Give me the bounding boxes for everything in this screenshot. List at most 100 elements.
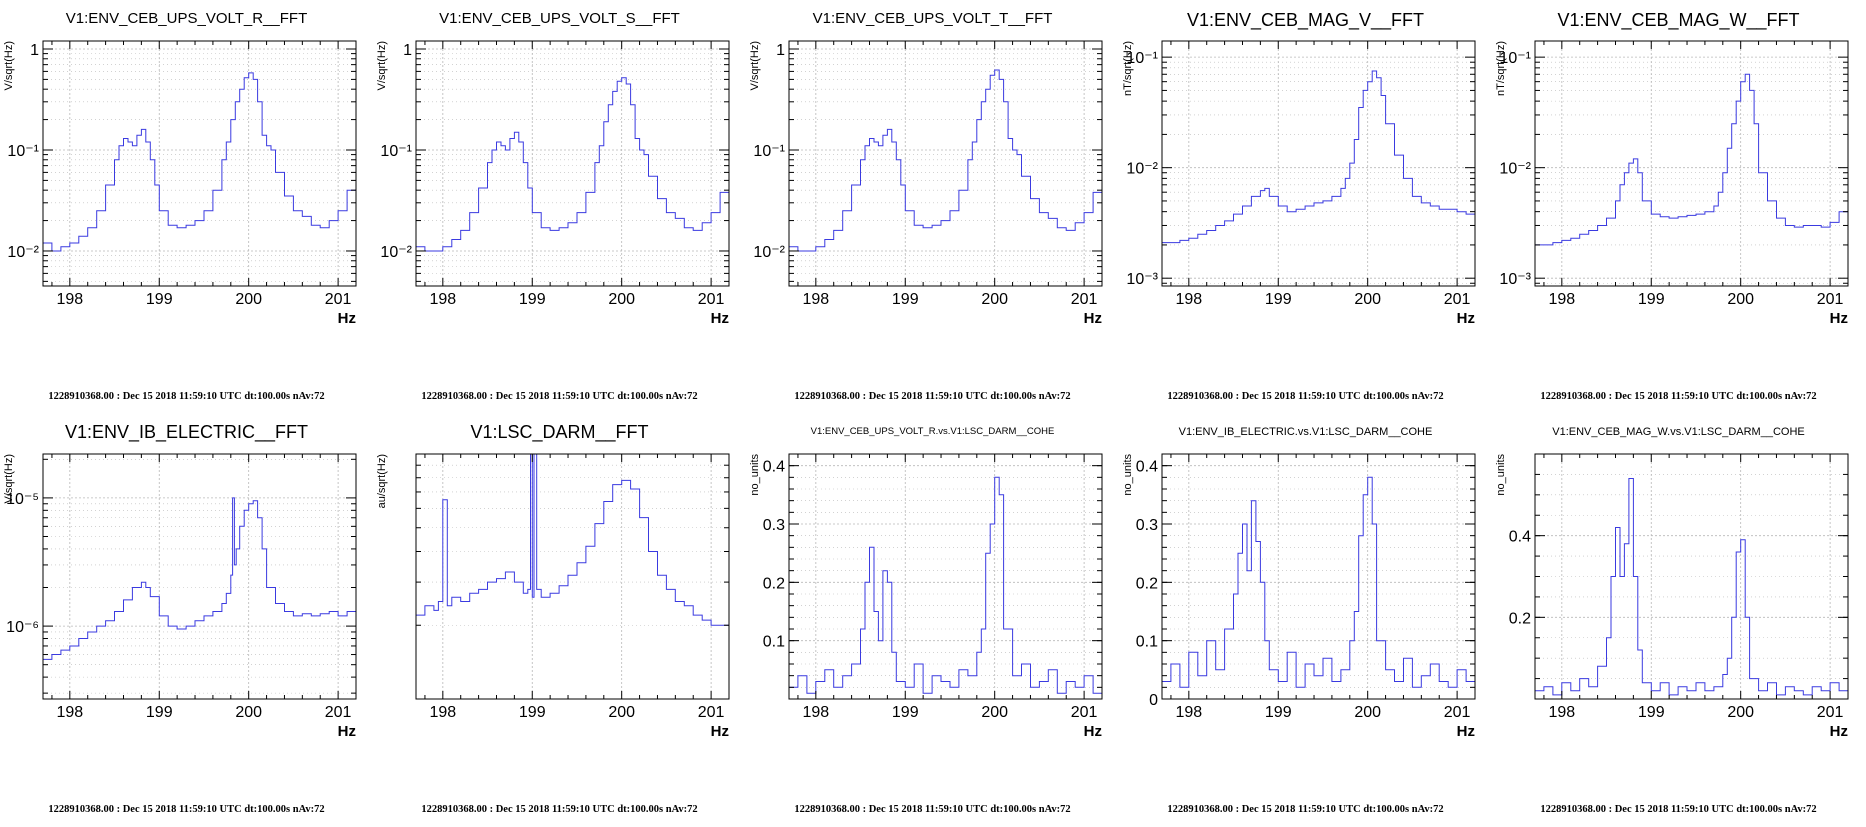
x-tick-label: 200 [1354, 291, 1381, 308]
y-tick-label: 0.1 [763, 634, 785, 651]
y-tick-label: 10⁻² [7, 244, 39, 261]
grid [789, 41, 1102, 286]
chart-title: V1:ENV_CEB_UPS_VOLT_S__FFT [439, 10, 680, 27]
grid [43, 41, 356, 286]
chart-title: V1:ENV_CEB_UPS_VOLT_T__FFT [812, 10, 1053, 27]
x-tick-label: 198 [429, 291, 456, 308]
chart-footer: 1228910368.00 : Dec 15 2018 11:59:10 UTC… [1540, 391, 1817, 402]
y-tick-label: 10⁻² [380, 244, 412, 261]
series-line [416, 454, 729, 631]
grid [1162, 454, 1475, 700]
chart-plot: 198 199 200 201 10⁻³ 10⁻² 10⁻¹ Hz nT/sqrt(Hz) [1122, 40, 1476, 327]
x-tick-label: 201 [1444, 291, 1471, 308]
y-tick-label: 10⁻¹ [753, 143, 785, 160]
grid [789, 454, 1102, 699]
x-tick-label: 198 [802, 291, 829, 308]
series-line [1535, 73, 1848, 246]
y-tick-label: 0.2 [1509, 610, 1531, 627]
chart-title: V1:ENV_CEB_MAG_V__FFT [1186, 10, 1425, 30]
y-tick-label: 0.4 [1509, 529, 1531, 546]
y-axis-label: nT/sqrt(Hz) [1495, 41, 1507, 96]
x-axis-label: Hz [1830, 723, 1848, 740]
x-tick-label: 201 [698, 704, 725, 721]
chart-panel: V1:ENV_CEB_UPS_VOLT_R__FFT 198 199 200 201 10… [0, 0, 373, 413]
x-tick-label: 201 [1071, 291, 1098, 308]
x-axis-label: Hz [711, 310, 729, 327]
grid [416, 41, 729, 286]
y-axis-label: no_units [1495, 454, 1507, 496]
x-tick-label: 199 [146, 291, 173, 308]
chart-panel: V1:ENV_IB_ELECTRIC__FFT 198 199 200 201 10⁻⁶ 1… [0, 413, 373, 826]
chart-plot: 198 199 200 201 10⁻² 10⁻¹ 1 Hz V/sqrt(Hz) [376, 40, 730, 327]
y-tick-label: 10⁻¹ [7, 143, 39, 160]
chart-plot: 198 199 200 201 0.2 0.4 Hz no_units [1495, 453, 1849, 740]
y-tick-label: 0.4 [763, 459, 785, 476]
x-tick-label: 201 [325, 291, 352, 308]
x-tick-label: 198 [429, 704, 456, 721]
y-axis-label: V/sqrt(Hz) [376, 41, 388, 91]
series-line [789, 476, 1102, 694]
chart-footer: 1228910368.00 : Dec 15 2018 11:59:10 UTC… [48, 804, 325, 815]
y-tick-label: 10⁻² [753, 244, 785, 261]
chart-panel: V1:ENV_CEB_MAG_W__FFT 198 199 200 201 10⁻³ 10⁻… [1492, 0, 1865, 413]
y-tick-label: 1 [403, 42, 412, 59]
grid [1162, 41, 1475, 286]
x-axis-label: Hz [1457, 723, 1475, 740]
y-tick-label: 1 [776, 42, 785, 59]
chart-title: V1:ENV_CEB_MAG_W__FFT [1557, 10, 1800, 30]
plot-frame [1161, 40, 1476, 287]
x-tick-label: 199 [892, 291, 919, 308]
grid [442, 454, 712, 699]
x-tick-label: 200 [1354, 704, 1381, 721]
x-tick-label: 200 [981, 291, 1008, 308]
x-tick-label: 200 [1727, 291, 1754, 308]
grid [1535, 41, 1848, 286]
y-axis-label: V/sqrt(Hz) [3, 454, 15, 504]
plot-frame [42, 40, 357, 287]
chart-panel: V1:ENV_CEB_UPS_VOLT_T__FFT 198 199 200 201 10… [746, 0, 1119, 413]
y-tick-label: 0.3 [763, 517, 785, 534]
chart-footer: 1228910368.00 : Dec 15 2018 11:59:10 UTC… [794, 804, 1071, 815]
plot-frame [415, 40, 730, 287]
chart-title: V1:ENV_IB_ELECTRIC.vs.V1:LSC_DARM__COHE [1178, 426, 1433, 438]
x-tick-label: 199 [146, 704, 173, 721]
x-tick-label: 198 [1548, 291, 1575, 308]
chart-title: V1:ENV_CEB_UPS_VOLT_R.vs.V1:LSC_DARM__CO… [810, 426, 1055, 437]
x-tick-label: 199 [1265, 704, 1292, 721]
x-axis-label: Hz [1830, 310, 1848, 327]
x-tick-label: 200 [981, 704, 1008, 721]
x-tick-label: 200 [608, 291, 635, 308]
series-line [1162, 476, 1475, 688]
chart-footer: 1228910368.00 : Dec 15 2018 11:59:10 UTC… [1540, 804, 1817, 815]
chart-panel: V1:ENV_CEB_MAG_V__FFT 198 199 200 201 10⁻³ 10⁻… [1119, 0, 1492, 413]
x-axis-label: Hz [1457, 310, 1475, 327]
y-tick-label: 10⁻² [1126, 161, 1158, 178]
chart-plot: 198 199 200 201 0.1 0.2 0.3 0.4 Hz no_units [749, 453, 1103, 740]
x-tick-label: 198 [56, 704, 83, 721]
chart-plot: 198 199 200 201 10⁻² 10⁻¹ 1 Hz V/sqrt(Hz) [3, 40, 357, 327]
y-tick-label: 0.2 [763, 575, 785, 592]
chart-footer: 1228910368.00 : Dec 15 2018 11:59:10 UTC… [48, 391, 325, 402]
chart-plot: 198 199 200 201 Hz au/sqrt(Hz) [376, 453, 730, 740]
chart-footer: 1228910368.00 : Dec 15 2018 11:59:10 UTC… [1167, 391, 1444, 402]
plot-frame [1534, 40, 1849, 287]
y-tick-label: 10⁻⁵ [6, 491, 39, 508]
plot-frame [1161, 453, 1476, 700]
chart-title: V1:ENV_CEB_UPS_VOLT_R__FFT [65, 10, 308, 27]
series-line [1535, 478, 1848, 696]
y-tick-label: 10⁻⁶ [6, 619, 39, 636]
x-tick-label: 198 [1175, 704, 1202, 721]
chart-panel: V1:ENV_CEB_UPS_VOLT_S__FFT 198 199 200 201 10… [373, 0, 746, 413]
y-tick-label: 0.4 [1136, 459, 1158, 476]
plot-frame [42, 453, 357, 700]
y-tick-label: 10⁻¹ [380, 143, 412, 160]
y-axis-label: V/sqrt(Hz) [749, 41, 761, 91]
x-tick-label: 199 [1638, 704, 1665, 721]
plot-frame [788, 453, 1103, 700]
x-tick-label: 198 [56, 291, 83, 308]
y-tick-label: 10⁻³ [1126, 271, 1158, 288]
x-tick-label: 201 [325, 704, 352, 721]
chart-panel: V1:LSC_DARM__FFT 198 199 200 201 Hz au/sqrt(Hz… [373, 413, 746, 826]
chart-panel: V1:ENV_CEB_UPS_VOLT_R.vs.V1:LSC_DARM__CO… [746, 413, 1119, 826]
